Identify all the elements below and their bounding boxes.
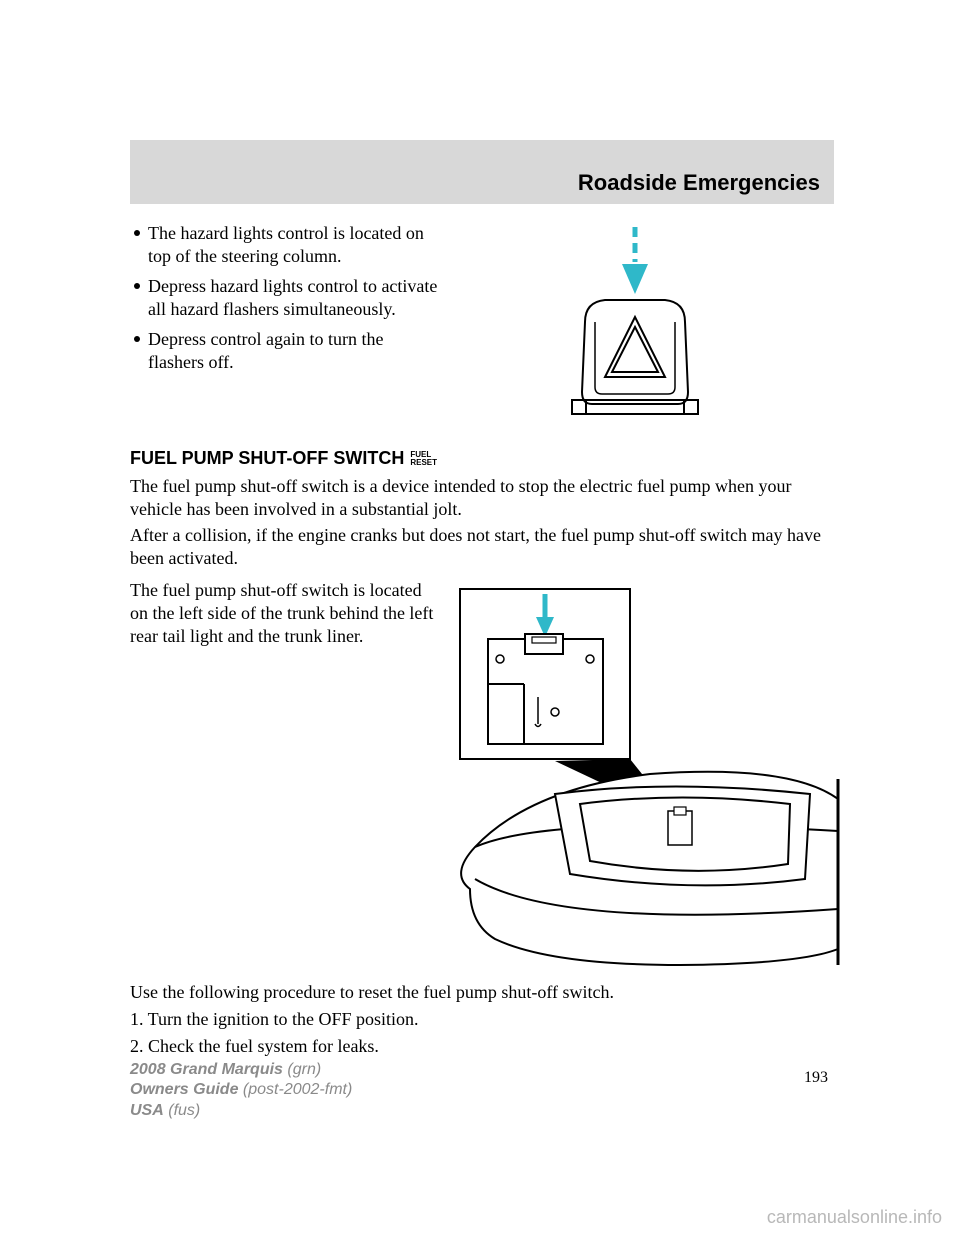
hazard-section: The hazard lights control is located on … <box>130 222 830 422</box>
paragraph: After a collision, if the engine cranks … <box>130 524 830 571</box>
paragraph: Use the following procedure to reset the… <box>130 981 830 1004</box>
icon-line2: RESET <box>410 458 437 467</box>
bullet-icon <box>134 230 140 236</box>
footer: 2008 Grand Marquis (grn) Owners Guide (p… <box>130 1060 352 1122</box>
bullet-text: Depress control again to turn the flashe… <box>148 328 440 375</box>
footer-code: (grn) <box>287 1061 321 1078</box>
paragraph: The fuel pump shut-off switch is a devic… <box>130 475 830 522</box>
footer-fmt: (post-2002-fmt) <box>243 1081 352 1098</box>
bullet-item: Depress hazard lights control to activat… <box>130 275 440 322</box>
bullet-icon <box>134 283 140 289</box>
footer-model: 2008 Grand Marquis <box>130 1061 283 1078</box>
hazard-button-figure <box>550 222 720 422</box>
bullet-item: The hazard lights control is located on … <box>130 222 440 269</box>
fuel-pump-heading: FUEL PUMP SHUT-OFF SWITCH FUEL RESET <box>130 448 830 469</box>
watermark: carmanualsonline.info <box>767 1207 942 1228</box>
footer-guide: Owners Guide <box>130 1081 238 1098</box>
bullet-icon <box>134 336 140 342</box>
bullet-text: The hazard lights control is located on … <box>148 222 440 269</box>
heading-text: FUEL PUMP SHUT-OFF SWITCH <box>130 448 404 469</box>
trunk-switch-figure <box>440 579 840 969</box>
section-title: Roadside Emergencies <box>578 170 820 196</box>
bullet-text: Depress hazard lights control to activat… <box>148 275 440 322</box>
fuel-reset-icon: FUEL RESET <box>410 451 437 465</box>
step: 2. Check the fuel system for leaks. <box>130 1035 830 1058</box>
footer-region-code: (fus) <box>168 1102 200 1119</box>
footer-region: USA <box>130 1102 164 1119</box>
bullet-item: Depress control again to turn the flashe… <box>130 328 440 375</box>
step: 1. Turn the ignition to the OFF position… <box>130 1008 830 1031</box>
trunk-section: The fuel pump shut-off switch is located… <box>130 579 830 969</box>
section-header: Roadside Emergencies <box>130 140 834 204</box>
paragraph: The fuel pump shut-off switch is located… <box>130 579 440 649</box>
